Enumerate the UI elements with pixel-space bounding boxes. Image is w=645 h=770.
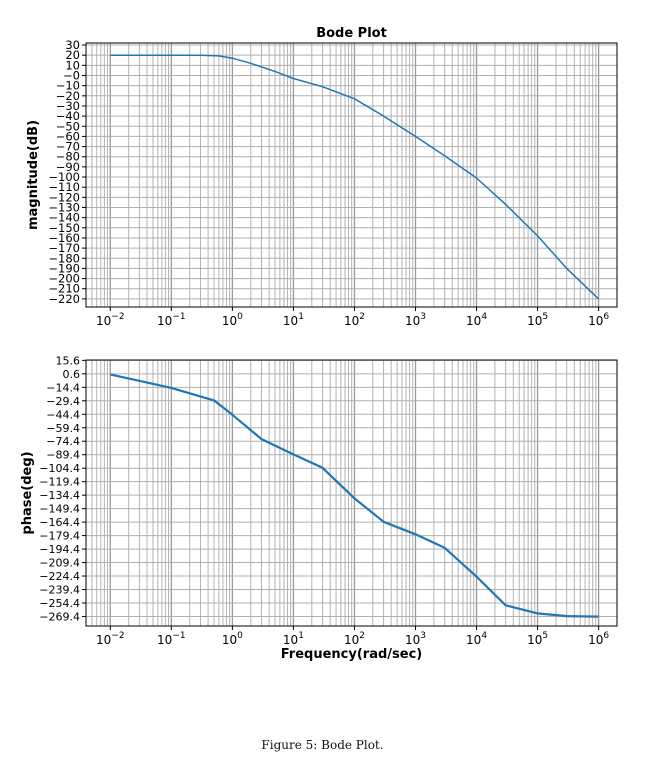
y-tick-label: −210 bbox=[48, 282, 80, 296]
series-line-phase bbox=[110, 373, 599, 618]
y-tick-label: −149.4 bbox=[39, 503, 80, 516]
y-tick-label: −70 bbox=[56, 140, 80, 154]
x-tick-label: 106 bbox=[588, 631, 609, 647]
chart-2: 10−2 10−1 100 101 102 103 104 105 10615.60.6−14.… bbox=[20, 354, 618, 662]
x-tick-label: 101 bbox=[283, 631, 304, 647]
y-axis-label: magnitude(dB) bbox=[26, 120, 41, 230]
y-tick-label: −160 bbox=[48, 231, 80, 245]
x-tick-label: 102 bbox=[344, 631, 365, 647]
y-tick-label: −59.4 bbox=[46, 422, 80, 435]
x-tick-exponent: 2 bbox=[359, 312, 365, 322]
x-tick-label: 10−1 bbox=[157, 312, 186, 328]
y-tick-label: −104.4 bbox=[39, 462, 80, 475]
y-tick-label: −269.4 bbox=[39, 610, 80, 623]
y-tick-label: −164.4 bbox=[39, 516, 80, 529]
y-tick-label: −60 bbox=[56, 129, 80, 143]
x-tick-exponent: −1 bbox=[172, 312, 185, 322]
y-axis-label: phase(deg) bbox=[20, 451, 35, 534]
y-tick-label: −40 bbox=[56, 109, 80, 123]
y-tick-label: −0 bbox=[63, 68, 80, 82]
figure-caption: Figure 5: Bode Plot. bbox=[0, 738, 645, 752]
y-tick-label: −10 bbox=[56, 79, 80, 93]
x-tick-exponent: 0 bbox=[237, 631, 243, 641]
y-tick-label: −90 bbox=[56, 160, 80, 174]
y-tick-label: −224.4 bbox=[39, 570, 80, 583]
y-tick-label: −179.4 bbox=[39, 530, 80, 543]
y-tick-label: −209.4 bbox=[39, 557, 80, 570]
x-tick-exponent: −1 bbox=[172, 631, 185, 641]
y-tick-label: −254.4 bbox=[39, 597, 80, 610]
x-tick-label: 100 bbox=[222, 312, 243, 328]
x-tick-exponent: 4 bbox=[481, 631, 487, 641]
x-tick-exponent: 1 bbox=[298, 312, 304, 322]
x-tick-label: 100 bbox=[222, 631, 243, 647]
y-tick-label: −200 bbox=[48, 272, 80, 286]
y-tick-label: −80 bbox=[56, 150, 80, 164]
x-tick-label: 105 bbox=[527, 312, 548, 328]
x-tick-exponent: 1 bbox=[298, 631, 304, 641]
y-tick-label: −89.4 bbox=[46, 449, 80, 462]
y-tick-label: −74.4 bbox=[46, 435, 80, 448]
y-tick-label: −220 bbox=[48, 292, 80, 306]
x-tick-label: 105 bbox=[527, 631, 548, 647]
chart-title: Bode Plot bbox=[316, 26, 387, 41]
x-tick-label: 102 bbox=[344, 312, 365, 328]
x-tick-exponent: 6 bbox=[603, 312, 609, 322]
y-tick-label: −100 bbox=[48, 170, 80, 184]
x-tick-label: 10−1 bbox=[157, 631, 186, 647]
x-tick-label: 101 bbox=[283, 312, 304, 328]
axes-frame bbox=[85, 42, 618, 308]
y-tick-label: −50 bbox=[56, 119, 80, 133]
y-tick-label: −29.4 bbox=[46, 395, 80, 408]
y-tick-label: −30 bbox=[56, 99, 80, 113]
y-tick-label: −110 bbox=[48, 180, 80, 194]
x-tick-exponent: 3 bbox=[420, 312, 426, 322]
y-tick-label: −119.4 bbox=[39, 476, 80, 489]
x-tick-exponent: 5 bbox=[542, 631, 548, 641]
x-tick-label: 10−2 bbox=[96, 631, 125, 647]
x-tick-label: 103 bbox=[405, 312, 426, 328]
series-line-magnitude bbox=[110, 54, 600, 300]
y-tick-label: 10 bbox=[65, 58, 80, 72]
axes-frame bbox=[85, 359, 618, 627]
y-tick-label: 15.6 bbox=[56, 354, 81, 367]
x-tick-label: 104 bbox=[466, 312, 487, 328]
y-tick-label: −170 bbox=[48, 241, 80, 255]
y-tick-label: −20 bbox=[56, 89, 80, 103]
x-tick-label: 103 bbox=[405, 631, 426, 647]
x-tick-label: 104 bbox=[466, 631, 487, 647]
y-tick-label: 0.6 bbox=[63, 368, 81, 381]
y-tick-label: −134.4 bbox=[39, 489, 80, 502]
x-tick-exponent: 2 bbox=[359, 631, 365, 641]
caption-text: Bode Plot. bbox=[321, 738, 384, 752]
y-tick-label: −140 bbox=[48, 211, 80, 225]
y-tick-label: −194.4 bbox=[39, 543, 80, 556]
x-tick-exponent: −2 bbox=[111, 631, 124, 641]
y-tick-label: −190 bbox=[48, 261, 80, 275]
x-tick-exponent: 3 bbox=[420, 631, 426, 641]
y-tick-label: −180 bbox=[48, 251, 80, 265]
x-tick-exponent: 4 bbox=[481, 312, 487, 322]
y-tick-label: −239.4 bbox=[39, 584, 80, 597]
y-tick-label: −130 bbox=[48, 200, 80, 214]
caption-label: Figure 5: bbox=[261, 738, 318, 752]
x-tick-exponent: 6 bbox=[603, 631, 609, 641]
x-tick-exponent: 0 bbox=[237, 312, 243, 322]
x-tick-label: 10−2 bbox=[96, 312, 125, 328]
y-tick-label: −44.4 bbox=[46, 408, 80, 421]
chart-1: 10−2 10−1 100 101 102 103 104 105 106302010−0−10… bbox=[26, 26, 618, 328]
y-tick-label: 20 bbox=[65, 48, 80, 62]
x-axis-label: Frequency(rad/sec) bbox=[281, 647, 422, 662]
x-tick-label: 106 bbox=[588, 312, 609, 328]
x-tick-exponent: 5 bbox=[542, 312, 548, 322]
y-tick-label: −14.4 bbox=[46, 381, 80, 394]
y-tick-label: 30 bbox=[65, 38, 80, 52]
y-tick-label: −150 bbox=[48, 221, 80, 235]
x-tick-exponent: −2 bbox=[111, 312, 124, 322]
y-tick-label: −120 bbox=[48, 190, 80, 204]
